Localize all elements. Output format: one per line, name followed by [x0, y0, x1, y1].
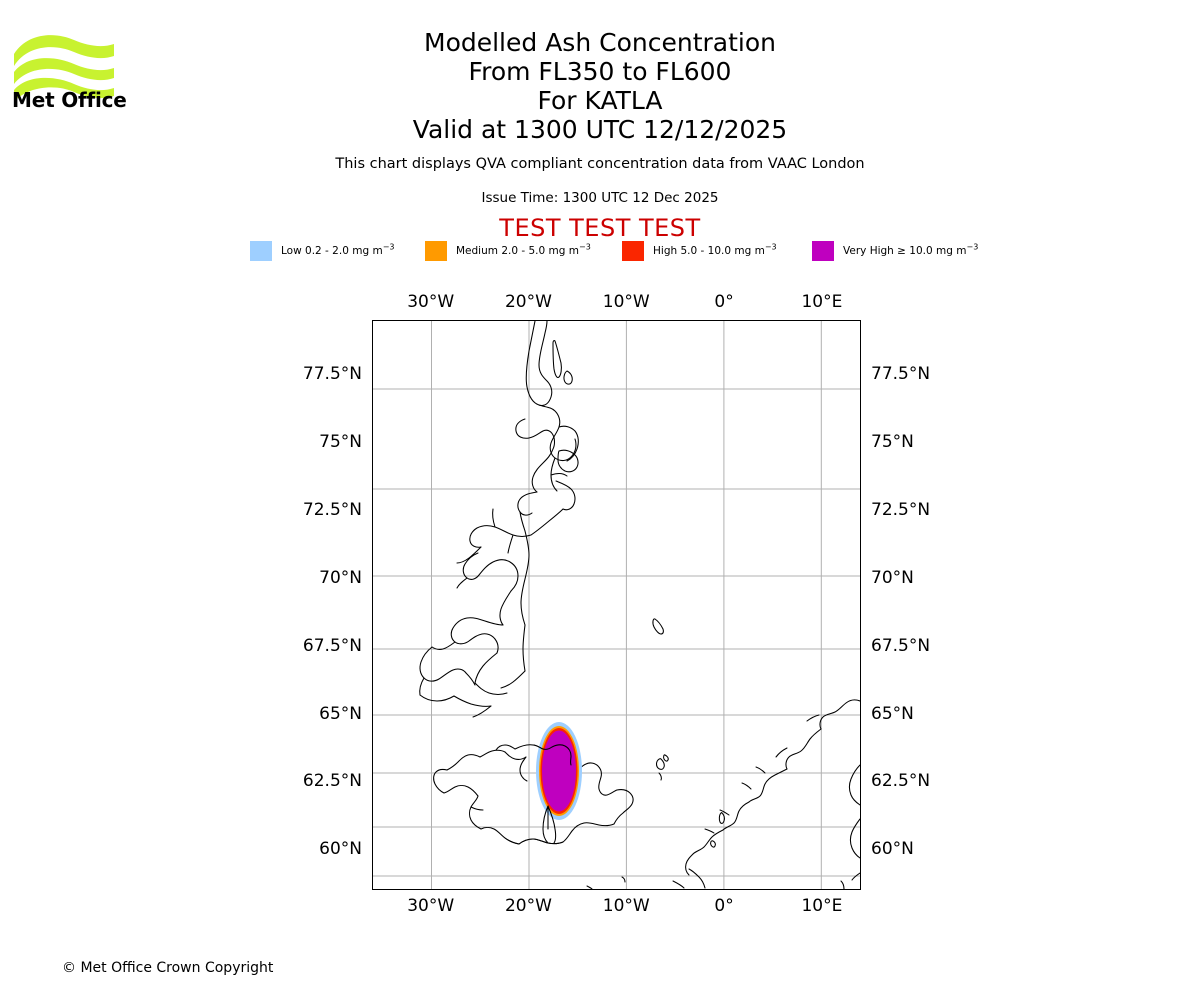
lon-tick-bottom-10°W: 10°W [602, 896, 650, 916]
lat-tick-left-70°N: 70°N [319, 567, 362, 588]
legend-medium-label: Medium 2.0 - 5.0 mg m−3 [456, 242, 591, 257]
legend-very-high: Very High ≥ 10.0 mg m−3 [812, 240, 978, 262]
lon-tick-bottom-0°: 0° [714, 896, 734, 916]
lon-tick-bottom-10°E: 10°E [801, 896, 843, 916]
lon-tick-top-0°: 0° [714, 292, 734, 312]
legend-low: Low 0.2 - 2.0 mg m−3 [250, 240, 394, 262]
legend-very-high-label: Very High ≥ 10.0 mg m−3 [843, 242, 979, 257]
ash-concentration-map [372, 320, 861, 890]
legend-very-high-swatch [812, 241, 834, 261]
ash-contour-very-high [542, 730, 576, 812]
lat-tick-right-70°N: 70°N [871, 567, 914, 588]
legend-high-label: High 5.0 - 10.0 mg m−3 [653, 242, 777, 257]
map-canvas [373, 321, 860, 889]
legend-low-label: Low 0.2 - 2.0 mg m−3 [281, 242, 395, 257]
legend-medium: Medium 2.0 - 5.0 mg m−3 [425, 240, 591, 262]
lon-tick-top-10°W: 10°W [602, 292, 650, 312]
map-plot-area [372, 320, 861, 890]
title-line-4: Valid at 1300 UTC 12/12/2025 [412, 115, 788, 144]
lat-tick-right-72.5°N: 72.5°N [871, 500, 931, 520]
coastlines-over-plume [504, 744, 572, 845]
lon-tick-top-10°E: 10°E [801, 292, 843, 312]
lat-tick-left-62.5°N: 62.5°N [302, 771, 362, 792]
lat-tick-left-67.5°N: 67.5°N [302, 635, 362, 656]
title-line-3: For KATLA [537, 86, 663, 115]
coastlines [419, 321, 860, 889]
test-banner: TEST TEST TEST [499, 214, 701, 242]
met-office-logo-waves [14, 35, 114, 102]
title-line-1: Modelled Ash Concentration [424, 28, 776, 57]
lat-tick-right-65°N: 65°N [871, 703, 914, 724]
ash-plume-contours [536, 722, 582, 820]
lat-tick-left-72.5°N: 72.5°N [302, 500, 362, 520]
met-office-logo [12, 26, 122, 114]
lon-tick-bottom-20°W: 20°W [504, 896, 552, 916]
copyright-text: © Met Office Crown Copyright [62, 960, 274, 976]
lat-tick-right-77.5°N: 77.5°N [871, 364, 931, 385]
lat-tick-right-67.5°N: 67.5°N [871, 635, 931, 656]
lat-tick-left-65°N: 65°N [319, 703, 362, 724]
issue-time: Issue Time: 1300 UTC 12 Dec 2025 [481, 190, 719, 206]
legend-high-swatch [622, 241, 644, 261]
lat-tick-right-60°N: 60°N [871, 839, 914, 860]
lat-tick-right-75°N: 75°N [871, 432, 914, 453]
title-line-2: From FL350 to FL600 [468, 57, 732, 86]
lat-tick-right-62.5°N: 62.5°N [871, 771, 931, 792]
lon-tick-top-20°W: 20°W [504, 292, 552, 312]
lat-tick-left-77.5°N: 77.5°N [302, 364, 362, 385]
chart-subtitle: This chart displays QVA compliant concen… [335, 156, 865, 172]
map-gridlines [373, 321, 860, 889]
lat-tick-left-75°N: 75°N [319, 432, 362, 453]
lat-tick-left-60°N: 60°N [319, 839, 362, 860]
page-title: Modelled Ash Concentration From FL350 to… [0, 28, 1200, 144]
legend-high: High 5.0 - 10.0 mg m−3 [622, 240, 777, 262]
legend-low-swatch [250, 241, 272, 261]
lon-tick-top-30°W: 30°W [407, 292, 455, 312]
legend-medium-swatch [425, 241, 447, 261]
lon-tick-bottom-30°W: 30°W [407, 896, 455, 916]
met-office-logo-text: Met Office [12, 88, 127, 112]
concentration-legend: Low 0.2 - 2.0 mg m−3 Medium 2.0 - 5.0 mg … [250, 240, 990, 262]
